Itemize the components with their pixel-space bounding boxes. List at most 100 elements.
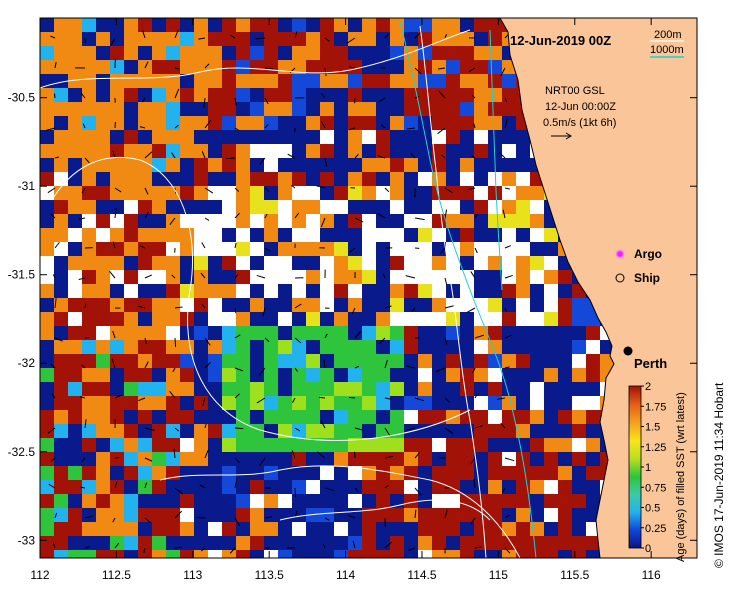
sst-cell [404,410,418,424]
sst-cell [222,158,236,172]
sst-cell [404,46,418,60]
sst-cell [418,410,432,424]
sst-cell [208,214,222,228]
sst-cell [362,158,376,172]
current-vector [435,367,446,373]
sst-cell [432,480,446,494]
sst-cell [264,466,278,480]
sst-cell [460,550,474,558]
sst-cell [362,396,376,410]
sst-cell [348,88,362,102]
current-vector [174,88,180,99]
current-vector [144,211,149,219]
current-vector [264,516,273,519]
current-vector [204,449,209,459]
sst-cell [166,228,180,242]
sst-cell [446,46,460,60]
sst-cell [502,494,516,508]
sst-cell [138,536,152,550]
sst-cell [110,452,124,466]
sst-cell [474,200,488,214]
current-vector [174,337,177,347]
sst-cell [320,270,334,284]
current-vector [468,67,476,73]
sst-cell [82,396,96,410]
sst-cell [180,116,194,130]
sst-cell [362,256,376,270]
sst-cell [516,354,530,368]
current-vector [234,242,237,249]
sst-cell [54,522,68,536]
current-vector [114,187,122,193]
sst-cell [432,438,446,452]
sst-cell [292,368,306,382]
sst-cell [488,116,502,130]
sst-cell [418,550,432,558]
sst-cell [54,242,68,256]
sst-cell [460,410,474,424]
sst-cell [544,494,558,508]
sst-cell [194,158,208,172]
sst-cell [40,494,54,508]
sst-cell [460,88,474,102]
sst-cell [138,256,152,270]
colorbar-tick-label: 2 [645,381,651,393]
current-vector [201,242,206,249]
sst-cell [68,102,82,116]
current-vector [262,307,266,317]
sst-cell [460,32,474,46]
sst-cell [572,438,586,452]
sst-cell [488,480,502,494]
current-vector [324,487,335,492]
sst-cell [334,186,348,200]
sst-cell [194,256,208,270]
isobath-1000m [399,21,537,558]
sst-cell [54,60,68,74]
perth-marker[interactable] [623,346,633,356]
current-vector [259,457,266,466]
sst-cell [264,172,278,186]
sst-cell [572,452,586,466]
sst-cell [502,228,516,242]
sst-cell [334,410,348,424]
sst-cell [166,508,180,522]
sst-cell [306,46,320,60]
sst-cell [306,186,320,200]
sst-cell [82,466,96,480]
sst-cell [432,46,446,60]
current-vector [52,541,56,549]
sst-cell [404,480,418,494]
sst-cell [82,200,96,214]
sst-cell [390,480,404,494]
sst-cell [446,60,460,74]
sst-cell [264,60,278,74]
sst-cell [194,424,208,438]
sst-cell [502,88,516,102]
sst-cell [292,46,306,60]
sst-cell [180,438,194,452]
sst-cell [152,312,166,326]
sst-cell [166,158,180,172]
current-vector [346,37,356,44]
sst-cell [194,88,208,102]
sst-cell [138,438,152,452]
sst-cell [222,88,236,102]
sst-cell [124,74,138,88]
sst-cell [572,424,586,438]
current-vector [349,127,356,131]
sst-cell [40,256,54,270]
sst-cell [166,522,180,536]
sst-cell [208,46,222,60]
sst-cell [180,214,194,228]
sst-cell [516,508,530,522]
sst-cell [390,312,404,326]
current-vector [377,155,386,159]
sst-cell [110,214,124,228]
sst-cell [152,340,166,354]
sst-cell [306,480,320,494]
sst-cell [110,256,124,270]
sst-cell [474,396,488,410]
current-vector [466,187,476,191]
sst-cell [124,508,138,522]
sst-cell [54,382,68,396]
